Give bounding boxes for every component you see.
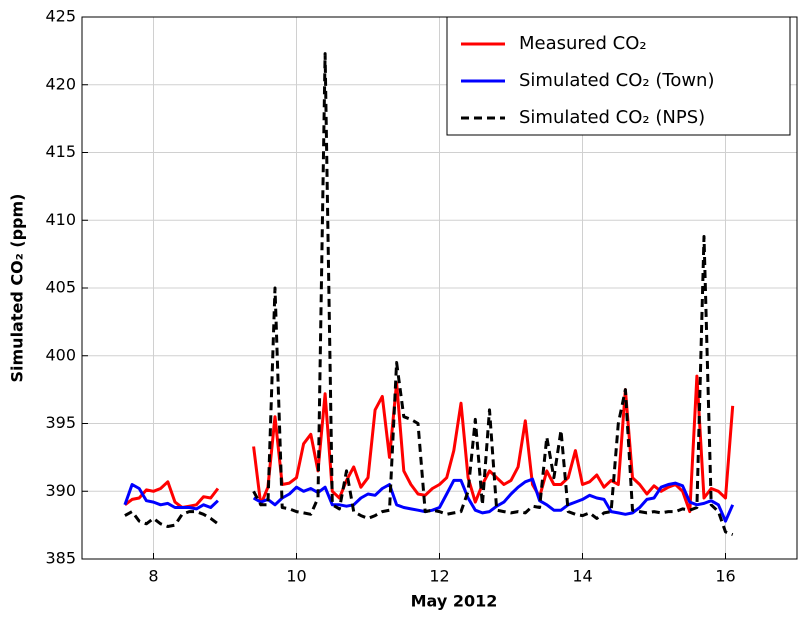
x-tick-label: 10: [286, 567, 306, 586]
x-tick-label: 14: [572, 567, 592, 586]
y-tick-label: 420: [45, 74, 76, 93]
y-tick-label: 400: [45, 345, 76, 364]
x-tick-label: 8: [148, 567, 158, 586]
y-tick-label: 390: [45, 481, 76, 500]
y-tick-label: 405: [45, 278, 76, 297]
legend-label: Measured CO₂: [519, 33, 647, 54]
legend-label: Simulated CO₂ (Town): [519, 70, 714, 91]
y-axis-label: Simulated CO₂ (ppm): [8, 194, 27, 383]
y-tick-label: 385: [45, 549, 76, 568]
data-line: [124, 52, 734, 537]
x-tick-label: 16: [715, 567, 735, 586]
legend-box: [446, 16, 791, 136]
plot-frame: [81, 16, 798, 560]
data-line: [123, 477, 735, 523]
x-tick-label: 12: [429, 567, 449, 586]
y-tick-label: 410: [45, 210, 76, 229]
legend-label: Simulated CO₂ (NPS): [519, 107, 705, 128]
x-axis-label: May 2012: [411, 592, 498, 611]
y-tick-label: 415: [45, 142, 76, 161]
y-tick-label: 425: [45, 7, 76, 26]
y-tick-label: 395: [45, 413, 76, 432]
